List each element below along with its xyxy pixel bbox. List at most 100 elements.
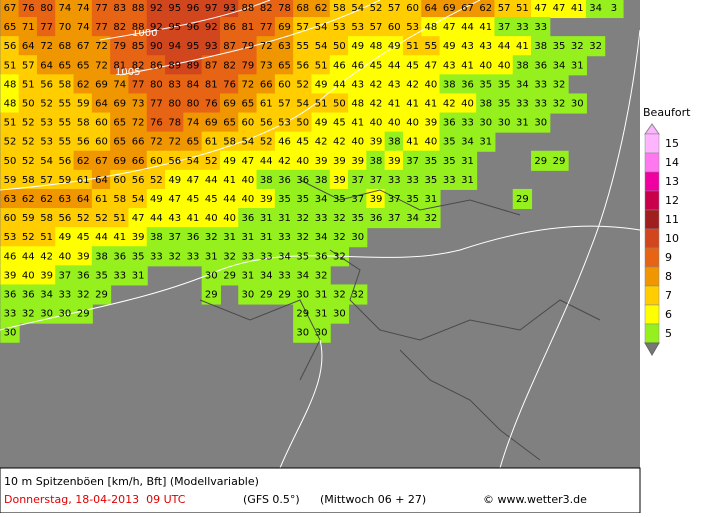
wind-value: 33 [534, 22, 547, 33]
wind-cell [274, 169, 295, 190]
wind-value: 46 [333, 60, 346, 71]
wind-value: 77 [95, 3, 108, 14]
wind-value: 69 [113, 99, 126, 110]
wind-value: 32 [205, 232, 218, 243]
wind-value: 69 [113, 156, 126, 167]
wind-cell [512, 55, 533, 76]
wind-cell [183, 246, 203, 267]
wind-value: 53 [333, 22, 346, 33]
wind-cell [165, 93, 185, 114]
wind-cell [238, 227, 258, 248]
wind-value: 35 [406, 194, 419, 205]
wind-value: 60 [95, 118, 108, 129]
wind-value: 33 [443, 175, 456, 186]
wind-value: 40 [296, 156, 309, 167]
wind-cell [366, 208, 386, 229]
wind-value: 40 [425, 137, 438, 148]
wind-cell [256, 150, 276, 171]
wind-cell [329, 36, 350, 57]
wind-value: 40 [205, 213, 218, 224]
wind-value: 36 [113, 251, 126, 262]
wind-cell [201, 55, 221, 76]
wind-cell [256, 227, 276, 248]
wind-value: 30 [242, 290, 255, 301]
wind-cell [238, 55, 258, 76]
wind-value: 72 [132, 118, 145, 129]
wind-cell [329, 93, 350, 114]
wind-cell [18, 188, 38, 210]
wind-cell [256, 246, 276, 267]
wind-cell [274, 208, 295, 229]
wind-value: 83 [113, 3, 126, 14]
wind-value: 31 [242, 232, 255, 243]
wind-cell [183, 36, 203, 57]
wind-value: 35 [425, 175, 438, 186]
wind-cell [201, 131, 221, 152]
wind-value: 56 [4, 41, 17, 52]
wind-cell [91, 55, 112, 76]
wind-value: 69 [443, 3, 456, 14]
wind-value: 95 [187, 41, 200, 52]
wind-cell [183, 112, 203, 133]
wind-value: 51 [113, 213, 126, 224]
wind-value: 72 [95, 41, 108, 52]
wind-value: 41 [479, 22, 492, 33]
wind-value: 72 [95, 60, 108, 71]
wind-cell [55, 303, 75, 324]
wind-cell [311, 322, 331, 343]
wind-value: 37 [370, 175, 383, 186]
wind-cell [36, 93, 57, 114]
wind-cell [183, 227, 203, 248]
wind-value: 35 [443, 137, 456, 148]
wind-value: 66 [132, 137, 145, 148]
wind-cell [567, 0, 587, 19]
wind-value: 76 [205, 99, 218, 110]
wind-cell [36, 208, 57, 229]
wind-value: 47 [534, 3, 547, 14]
wind-value: 47 [553, 3, 566, 14]
wind-cell [421, 36, 441, 57]
wind-cell [55, 0, 75, 19]
wind-value: 72 [40, 41, 53, 52]
wind-value: 38 [315, 175, 328, 186]
wind-value: 65 [59, 60, 72, 71]
wind-value: 57 [22, 60, 35, 71]
legend-label: 6 [665, 308, 672, 321]
wind-cell [201, 36, 221, 57]
wind-cell [73, 93, 93, 114]
wind-cell [18, 169, 38, 190]
isobar-label: 1000 [132, 28, 157, 39]
wind-cell [55, 36, 75, 57]
wind-cell [421, 131, 441, 152]
wind-cell [128, 265, 148, 286]
wind-value: 64 [425, 3, 438, 14]
wind-value: 31 [315, 290, 328, 301]
wind-cell [256, 112, 276, 133]
wind-value: 53 [4, 232, 17, 243]
wind-cell [494, 17, 514, 38]
wind-value: 35 [278, 194, 291, 205]
wind-cell [274, 36, 295, 57]
wind-cell [128, 227, 148, 248]
wind-cell [165, 227, 185, 248]
wind-value: 50 [333, 41, 346, 52]
wind-value: 47 [242, 156, 255, 167]
wind-value: 36 [4, 290, 17, 301]
wind-value: 52 [150, 175, 163, 186]
wind-cell [110, 131, 130, 152]
wind-value: 62 [77, 79, 90, 90]
wind-cell [348, 150, 368, 171]
wind-cell [36, 246, 57, 267]
wind-value: 65 [278, 60, 291, 71]
wind-value: 55 [59, 137, 72, 148]
wind-value: 52 [296, 79, 309, 90]
wind-cell [512, 36, 533, 57]
wind-cell [549, 150, 569, 171]
wind-cell [128, 36, 148, 57]
wind-cell [165, 55, 185, 76]
wind-cell [311, 55, 331, 76]
wind-cell [146, 188, 167, 210]
wind-cell [549, 36, 569, 57]
wind-cell [110, 265, 130, 286]
